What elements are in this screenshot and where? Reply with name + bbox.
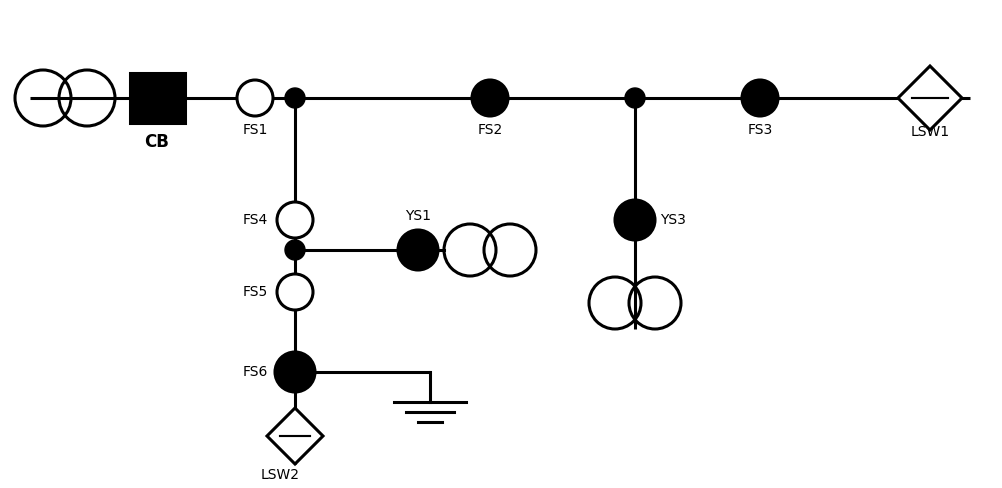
- Text: LSW1: LSW1: [911, 125, 950, 139]
- Circle shape: [615, 200, 655, 240]
- Circle shape: [285, 88, 305, 108]
- Text: FS1: FS1: [242, 123, 268, 137]
- Text: CB: CB: [144, 133, 169, 151]
- Text: YS3: YS3: [660, 213, 686, 227]
- Text: FS4: FS4: [242, 213, 268, 227]
- Circle shape: [472, 80, 508, 116]
- Text: YS1: YS1: [405, 209, 431, 223]
- Text: LSW2: LSW2: [261, 468, 300, 482]
- Text: FS5: FS5: [242, 285, 268, 299]
- Circle shape: [275, 352, 315, 392]
- Bar: [130, 73, 185, 123]
- Text: FS6: FS6: [242, 365, 268, 379]
- Circle shape: [285, 362, 305, 382]
- Circle shape: [285, 240, 305, 260]
- Circle shape: [237, 80, 273, 116]
- Text: FS3: FS3: [747, 123, 773, 137]
- Circle shape: [277, 202, 313, 238]
- Polygon shape: [898, 66, 962, 130]
- Circle shape: [625, 88, 645, 108]
- Circle shape: [277, 274, 313, 310]
- Polygon shape: [267, 408, 323, 464]
- Circle shape: [742, 80, 778, 116]
- Circle shape: [398, 230, 438, 270]
- Text: FS2: FS2: [477, 123, 503, 137]
